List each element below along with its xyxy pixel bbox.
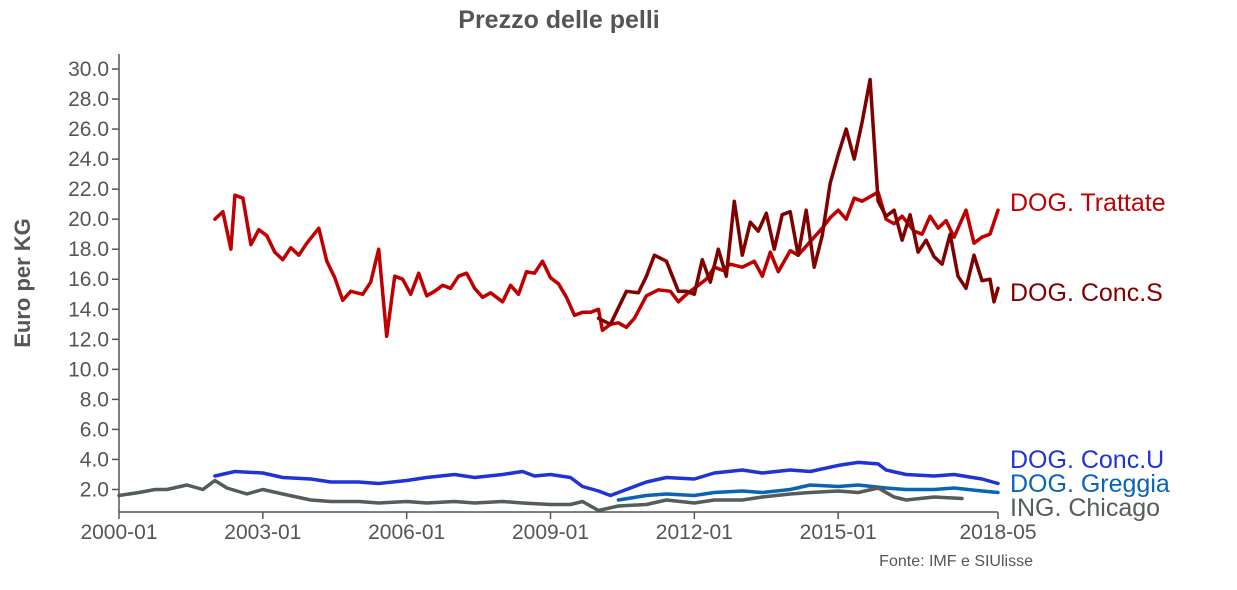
y-tick-label: 16.0 — [68, 268, 109, 291]
x-tick-label: 2009-01 — [512, 521, 589, 544]
y-tick-label: 12.0 — [68, 328, 109, 351]
x-tick-label: 2012-01 — [656, 521, 733, 544]
series-label-ing-chicago: ING. Chicago — [1010, 494, 1160, 522]
y-tick-label: 10.0 — [68, 358, 109, 381]
y-tick-label: 2.0 — [80, 478, 109, 501]
y-tick-label: 30.0 — [68, 58, 109, 81]
y-tick-label: 20.0 — [68, 208, 109, 231]
x-tick-label: 2018-05 — [959, 521, 1036, 544]
series-label-dog-greggia: DOG. Greggia — [1010, 470, 1170, 498]
series-line-dog-trattate — [213, 190, 1000, 339]
series-layer — [117, 77, 1000, 513]
y-tick-label: 4.0 — [80, 448, 109, 471]
y-axis-title: Euro per KG — [10, 218, 35, 348]
y-tick-label: 18.0 — [68, 238, 109, 261]
series-label-dog-conc-u: DOG. Conc.U — [1010, 446, 1164, 474]
series-label-dog-conc-s: DOG. Conc.S — [1010, 279, 1163, 307]
series-line-dog-conc-s — [596, 77, 1000, 327]
y-tick-label: 22.0 — [68, 178, 109, 201]
y-tick-label: 6.0 — [80, 418, 109, 441]
x-ticks: 2000-01 2003-01 2006-01 2009-01 2012-01 2015-… — [80, 512, 1037, 544]
chart-title: Prezzo delle pelli — [458, 6, 659, 34]
x-tick-label: 2000-01 — [80, 521, 157, 544]
y-tick-label: 14.0 — [68, 298, 109, 321]
y-tick-label: 8.0 — [80, 388, 109, 411]
x-tick-label: 2003-01 — [224, 521, 301, 544]
series-line-dog-conc-u — [213, 460, 1000, 498]
y-tick-label: 28.0 — [68, 88, 109, 111]
y-tick-label: 26.0 — [68, 118, 109, 141]
x-tick-label: 2015-01 — [800, 521, 877, 544]
series-line-ing-chicago — [117, 478, 964, 513]
series-line-dog-greggia — [616, 483, 1000, 502]
y-tick-label: 24.0 — [68, 148, 109, 171]
source-note: Fonte: IMF e SIUlisse — [879, 553, 1033, 570]
series-labels: DOG. Trattate DOG. Conc.S DOG. Conc.UDOG. … — [1010, 189, 1170, 522]
x-tick-label: 2006-01 — [368, 521, 445, 544]
y-ticks: 2.0 4.0 6.0 8.0 10.0 12.0 14.0 16.0 18.0 20.0 22.0… — [68, 58, 119, 501]
series-label-dog-trattate: DOG. Trattate — [1010, 189, 1166, 217]
axis-layer — [118, 54, 998, 513]
